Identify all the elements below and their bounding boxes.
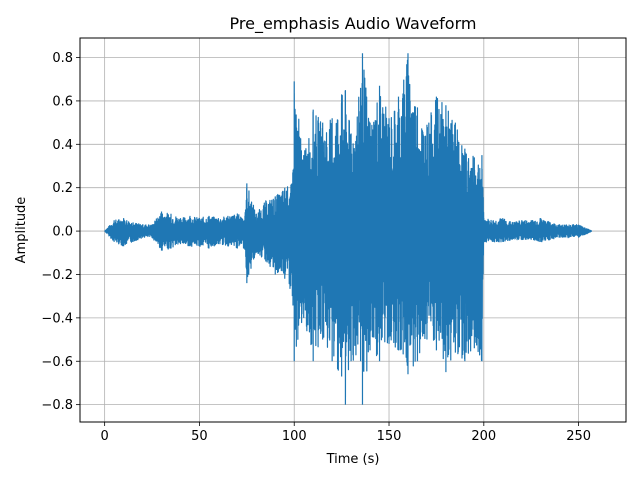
x-tick-label: 100 — [282, 429, 307, 444]
x-tick-label: 150 — [377, 429, 402, 444]
x-tick-label: 250 — [566, 429, 591, 444]
y-tick-label: 0.4 — [52, 138, 73, 153]
axis-ticks: 0 50 100 150 200 250 −0.8 −0.6 −0.4 −0.2 0.0 0.2 0.4… — [41, 51, 591, 444]
x-tick-label: 50 — [191, 429, 208, 444]
y-axis-label: Amplitude — [14, 197, 29, 264]
y-tick-label: 0.0 — [52, 225, 73, 240]
y-tick-label: 0.6 — [52, 94, 73, 109]
waveform-series — [104, 53, 593, 405]
x-tick-label: 200 — [471, 429, 496, 444]
waveform-line — [104, 53, 593, 405]
plot-frame — [79, 37, 627, 423]
y-tick-label: 0.2 — [52, 181, 73, 196]
chart-title: Pre_emphasis Audio Waveform — [230, 14, 477, 34]
x-axis-label: Time (s) — [326, 452, 380, 467]
y-tick-label: −0.8 — [41, 398, 73, 413]
y-tick-label: −0.2 — [41, 268, 73, 283]
y-tick-label: 0.8 — [52, 51, 73, 66]
y-tick-label: −0.4 — [41, 311, 73, 326]
y-tick-label: −0.6 — [41, 355, 73, 370]
x-tick-label: 0 — [101, 429, 109, 444]
